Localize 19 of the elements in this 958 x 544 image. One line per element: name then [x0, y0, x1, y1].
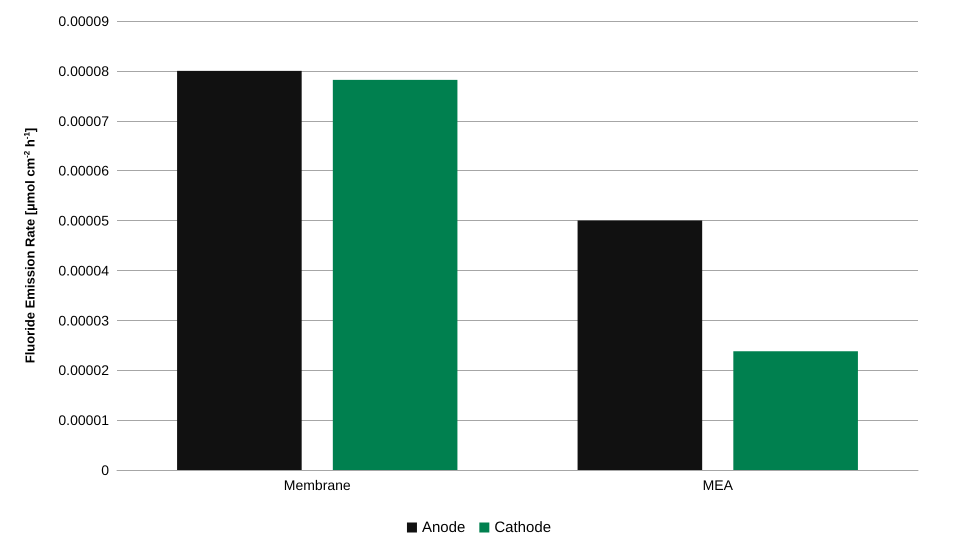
y-axis-title: Fluoride Emission Rate [µmol cm-2 h-1]: [22, 128, 38, 364]
y-tick-label: 0: [101, 462, 110, 478]
y-tick-label: 0.00007: [58, 112, 110, 129]
y-tick-label: 0.00001: [58, 412, 110, 428]
y-tick-label: 0.00005: [58, 212, 110, 229]
y-tick-label: 0.00008: [58, 62, 110, 79]
bar: [332, 80, 458, 470]
y-tick-label: 0.00003: [58, 312, 110, 328]
x-tick-label: MEA: [702, 477, 734, 493]
bar: [177, 70, 302, 470]
legend-label: Cathode: [494, 519, 552, 536]
y-tick-label: 0.00009: [58, 13, 110, 29]
y-tick-label: 0.00006: [58, 162, 110, 179]
bar: [733, 351, 858, 470]
legend-label: Anode: [422, 519, 466, 536]
x-tick-label: Membrane: [284, 477, 351, 493]
y-tick-label: 0.00004: [58, 262, 110, 278]
bar: [578, 220, 702, 470]
y-tick-label: 0.00002: [58, 362, 110, 378]
